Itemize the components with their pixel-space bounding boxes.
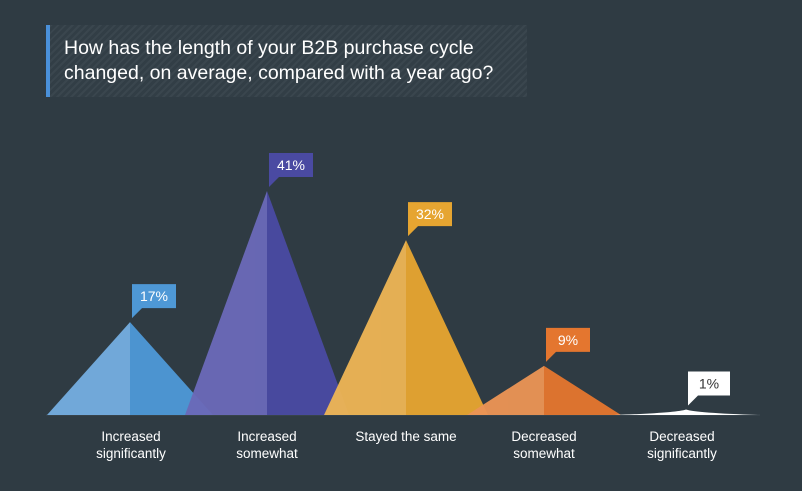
- category-label-4: Decreased somewhat: [511, 429, 577, 461]
- triangle-1-left: [47, 322, 130, 415]
- value-label-2-bg: [269, 153, 313, 187]
- value-label-4: 9%: [546, 327, 590, 362]
- value-label-1-text: 17%: [140, 288, 168, 304]
- triangle-5: [614, 409, 758, 415]
- triangle-3: [324, 240, 488, 415]
- value-labels: 17% 41% 32% 9% 1%: [132, 153, 730, 406]
- value-label-1-bg: [132, 284, 176, 319]
- triangles: [47, 191, 758, 415]
- triangle-4-right: [544, 365, 621, 415]
- value-label-5: 1%: [688, 371, 730, 406]
- value-label-1: 17%: [132, 284, 176, 319]
- value-label-5-bg: [688, 371, 730, 406]
- category-label-5: Decreased significantly: [647, 429, 717, 461]
- triangle-2-right: [267, 191, 349, 415]
- chart-title: How has the length of your B2B purchase …: [64, 37, 494, 84]
- category-label-2: Increased somewhat: [236, 429, 298, 461]
- value-label-3-bg: [408, 202, 452, 237]
- value-label-4-bg: [546, 327, 590, 362]
- triangle-3-left: [324, 240, 406, 415]
- triangle-3-right: [406, 240, 488, 415]
- triangle-5-shape: [614, 409, 758, 415]
- triangle-4: [467, 365, 621, 415]
- value-label-5-text: 1%: [699, 376, 719, 392]
- value-label-3: 32%: [408, 202, 452, 237]
- value-label-4-text: 9%: [558, 332, 578, 348]
- triangle-2: [185, 191, 349, 415]
- triangle-2-left: [185, 191, 267, 415]
- triangle-1: [47, 322, 213, 415]
- value-label-2: 41%: [269, 153, 313, 187]
- title-box: How has the length of your B2B purchase …: [46, 25, 527, 97]
- value-label-2-text: 41%: [277, 157, 305, 173]
- value-label-3-text: 32%: [416, 206, 444, 222]
- category-label-3: Stayed the same: [355, 429, 457, 444]
- triangle-1-right: [130, 322, 213, 415]
- category-label-1: Increased significantly: [96, 429, 166, 461]
- triangle-4-left: [467, 365, 544, 415]
